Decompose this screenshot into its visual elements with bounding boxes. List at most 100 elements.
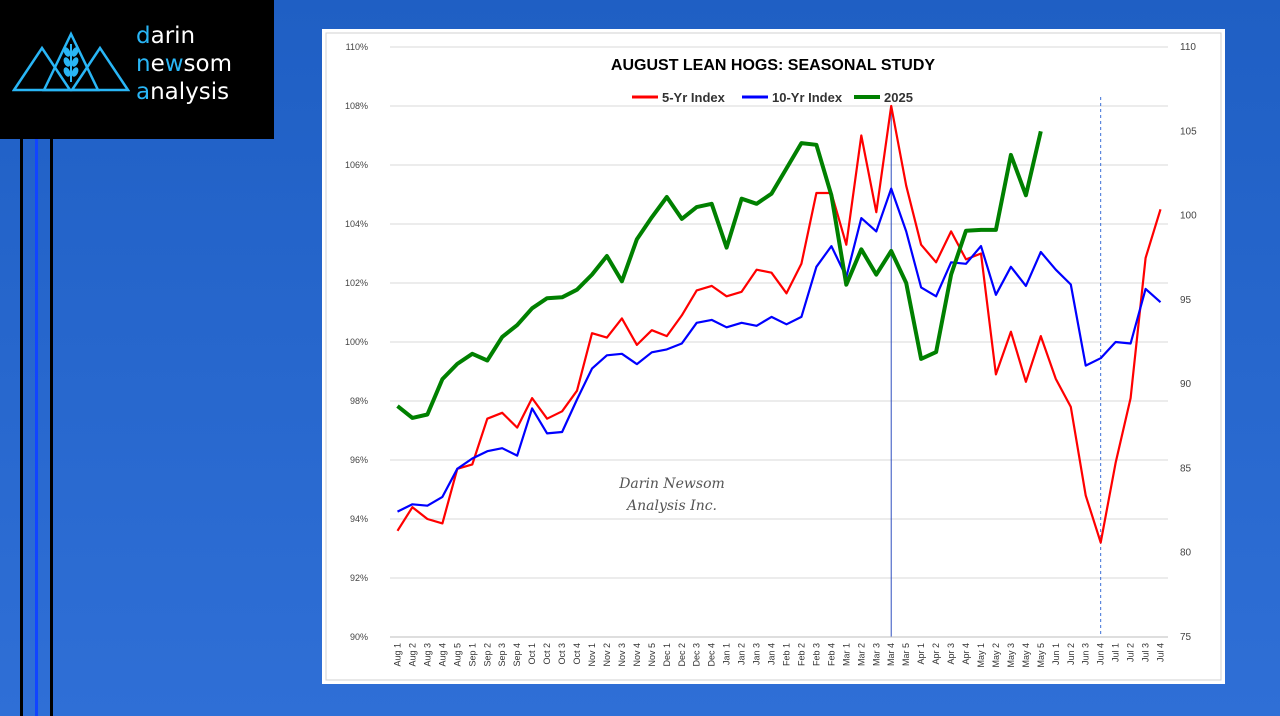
data-point: [741, 322, 743, 324]
data-point: [591, 274, 593, 276]
data-point: [636, 363, 638, 365]
y-right-tick-label: 80: [1180, 548, 1192, 559]
data-point: [965, 258, 967, 260]
data-point: [860, 248, 862, 250]
data-point: [441, 522, 443, 524]
x-tick-label: Mar 1: [841, 643, 851, 666]
data-point: [845, 284, 847, 286]
data-point: [606, 255, 608, 257]
x-tick-label: May 1: [976, 643, 986, 668]
data-point: [471, 353, 473, 355]
data-point: [726, 326, 728, 328]
data-point: [920, 286, 922, 288]
y-left-tick-label: 104%: [345, 219, 368, 229]
logo-line-3: analysis: [136, 79, 230, 105]
x-tick-label: Jan 3: [752, 643, 762, 665]
data-point: [1085, 494, 1087, 496]
data-point: [1085, 365, 1087, 367]
x-tick-label: Aug 4: [437, 643, 447, 667]
data-point: [1160, 208, 1162, 210]
x-tick-label: Oct 3: [557, 643, 567, 665]
data-point: [1070, 406, 1072, 408]
data-point: [980, 245, 982, 247]
data-point: [1025, 194, 1027, 196]
data-point: [681, 314, 683, 316]
data-point: [1010, 154, 1012, 156]
chart-title: AUGUST LEAN HOGS: SEASONAL STUDY: [611, 57, 936, 74]
data-point: [1070, 284, 1072, 286]
data-point: [845, 244, 847, 246]
data-point: [980, 229, 982, 231]
logo-wordmark: darin newsom analysis: [136, 22, 232, 106]
data-point: [456, 468, 458, 470]
legend-label: 5-Yr Index: [662, 90, 726, 105]
data-point: [411, 503, 413, 505]
data-point: [800, 263, 802, 265]
data-point: [621, 353, 623, 355]
logo-panel: darin newsom analysis: [0, 0, 274, 139]
data-point: [786, 167, 788, 169]
data-point: [696, 206, 698, 208]
data-point: [950, 230, 952, 232]
x-tick-label: May 2: [991, 643, 1001, 668]
data-point: [1145, 288, 1147, 290]
x-tick-label: Aug 3: [422, 643, 432, 667]
x-tick-label: Sep 4: [512, 643, 522, 667]
data-point: [546, 297, 548, 299]
x-tick-label: Nov 1: [587, 643, 597, 667]
data-point: [456, 363, 458, 365]
data-point: [800, 142, 802, 144]
data-point: [681, 343, 683, 345]
x-tick-label: Aug 1: [392, 643, 402, 667]
data-point: [860, 135, 862, 137]
data-point: [815, 266, 817, 268]
decor-line-black-2: [50, 139, 53, 716]
data-point: [591, 332, 593, 334]
data-point: [576, 399, 578, 401]
logo-line-2: newsom: [136, 51, 233, 77]
data-point: [741, 291, 743, 293]
data-point: [1100, 542, 1102, 544]
data-point: [636, 344, 638, 346]
data-point: [441, 378, 443, 380]
y-right-tick-label: 100: [1180, 211, 1197, 222]
data-point: [875, 211, 877, 213]
decor-line-blue: [35, 139, 38, 716]
data-point: [666, 348, 668, 350]
data-point: [1025, 381, 1027, 383]
data-point: [606, 337, 608, 339]
data-point: [771, 272, 773, 274]
x-tick-label: Nov 5: [647, 643, 657, 667]
x-tick-label: Feb 2: [796, 643, 806, 666]
data-point: [621, 280, 623, 282]
x-tick-label: May 4: [1021, 643, 1031, 668]
x-tick-label: May 5: [1036, 643, 1046, 668]
data-point: [696, 289, 698, 291]
data-point: [935, 351, 937, 353]
data-point: [800, 316, 802, 318]
series-line-10-yr-index: [397, 187, 1162, 513]
x-tick-label: Jan 1: [722, 643, 732, 665]
y-right-tick-label: 85: [1180, 463, 1192, 474]
data-point: [621, 317, 623, 319]
data-point: [531, 397, 533, 399]
data-point: [771, 316, 773, 318]
data-point: [531, 407, 533, 409]
data-point: [905, 230, 907, 232]
data-point: [651, 329, 653, 331]
data-point: [531, 307, 533, 309]
data-point: [815, 144, 817, 146]
x-tick-label: Sep 2: [482, 643, 492, 667]
data-point: [1130, 397, 1132, 399]
data-point: [905, 282, 907, 284]
watermark: Darin Newsom Analysis Inc.: [602, 473, 742, 517]
data-point: [726, 247, 728, 249]
data-point: [830, 194, 832, 196]
x-tick-label: Oct 4: [572, 643, 582, 665]
data-point: [875, 274, 877, 276]
y-left-tick-label: 110%: [346, 42, 368, 52]
data-point: [875, 230, 877, 232]
y-left-tick-label: 102%: [345, 278, 368, 288]
legend-label: 2025: [884, 90, 913, 105]
data-point: [965, 263, 967, 265]
